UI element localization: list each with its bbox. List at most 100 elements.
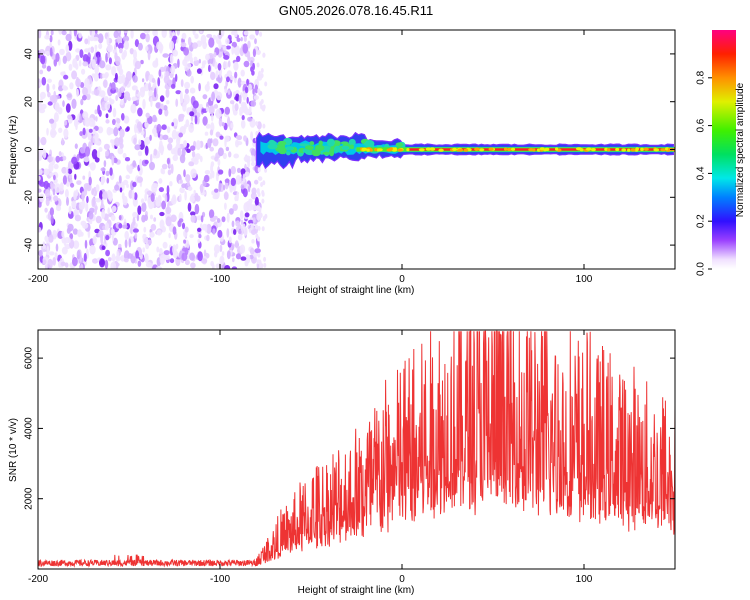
noise-blob <box>61 246 68 255</box>
noise-blob <box>189 234 194 239</box>
noise-blob <box>255 131 259 136</box>
noise-blob <box>160 145 164 156</box>
noise-blob <box>62 175 67 185</box>
noise-blob <box>252 48 256 58</box>
colorbar-ticks: 0.0 0.2 0.4 0.6 0.8 <box>696 70 712 276</box>
noise-blob <box>165 216 172 227</box>
noise-blob <box>61 30 67 36</box>
snr-trace <box>38 330 675 568</box>
noise-blob <box>145 73 149 82</box>
y-tick-label: -40 <box>24 237 35 252</box>
noise-blob <box>149 134 152 141</box>
signal-speckle <box>488 147 494 151</box>
noise-blob <box>137 107 143 117</box>
noise-blob <box>104 259 109 269</box>
noise-blob <box>262 106 266 112</box>
noise-blob <box>225 45 231 50</box>
noise-blob <box>105 113 109 119</box>
noise-blob <box>38 150 43 160</box>
noise-blob <box>199 30 203 34</box>
noise-blob <box>158 187 164 193</box>
noise-blob <box>208 209 215 219</box>
noise-blob <box>84 117 91 127</box>
noise-blob <box>71 156 78 165</box>
noise-blob <box>184 226 189 233</box>
noise-blob <box>164 84 169 90</box>
noise-blob <box>237 77 242 88</box>
noise-blob <box>38 49 46 56</box>
noise-blob <box>147 115 153 125</box>
noise-blob <box>217 32 223 40</box>
noise-blob <box>260 73 264 79</box>
noise-blob <box>87 47 92 53</box>
noise-blob <box>82 111 89 120</box>
noise-blob <box>38 188 42 193</box>
noise-blob <box>175 90 182 95</box>
noise-blob <box>39 81 42 87</box>
noise-blob <box>205 53 210 61</box>
noise-blob <box>193 189 196 195</box>
signal-speckle <box>615 147 620 152</box>
noise-blob <box>81 68 86 75</box>
noise-blob <box>235 253 242 260</box>
noise-blob <box>121 113 125 121</box>
noise-blob <box>118 243 122 248</box>
noise-blob <box>243 60 250 68</box>
noise-blob <box>68 174 73 179</box>
noise-blob <box>224 88 228 94</box>
noise-blob <box>232 102 235 113</box>
noise-blob <box>163 250 170 256</box>
noise-blob <box>48 251 55 256</box>
noise-blob <box>152 127 157 135</box>
signal-speckle <box>366 148 371 152</box>
noise-blob <box>150 96 153 108</box>
noise-blob <box>47 91 51 98</box>
noise-blob <box>75 189 79 197</box>
noise-blob <box>47 155 53 163</box>
noise-blob <box>141 78 145 83</box>
x-tick-label: -200 <box>28 274 48 285</box>
x-tick-label: 0 <box>399 274 405 285</box>
noise-blob <box>50 30 54 36</box>
noise-blob <box>39 193 45 203</box>
noise-blob <box>159 254 165 265</box>
noise-blob <box>100 167 106 172</box>
noise-blob <box>53 195 59 202</box>
noise-blob <box>69 82 74 90</box>
noise-blob <box>62 155 67 161</box>
signal-blob <box>395 142 403 148</box>
noise-blob <box>132 75 138 83</box>
spectrogram-x-label: Height of straight line (km) <box>298 285 415 296</box>
noise-blob <box>76 154 80 162</box>
noise-blob <box>143 226 147 233</box>
noise-blob <box>135 250 140 259</box>
noise-blob <box>122 152 127 159</box>
noise-blob <box>145 33 150 43</box>
noise-blob <box>230 166 236 175</box>
noise-blob <box>240 119 246 129</box>
noise-blob <box>98 147 103 152</box>
noise-blob <box>126 184 129 188</box>
noise-blob <box>52 188 56 196</box>
noise-blob <box>151 77 156 83</box>
noise-blob <box>200 215 204 223</box>
noise-blob <box>240 219 244 226</box>
noise-blob <box>97 33 104 44</box>
noise-blob <box>75 48 81 53</box>
signal-speckle <box>457 148 464 152</box>
noise-blob <box>134 60 142 70</box>
noise-blob <box>235 89 240 95</box>
noise-blob <box>250 204 258 211</box>
noise-blob <box>79 131 83 137</box>
noise-blob <box>38 108 46 114</box>
noise-blob <box>147 50 151 61</box>
noise-blob <box>155 266 163 269</box>
noise-blob <box>149 231 155 238</box>
noise-blob <box>122 179 129 186</box>
noise-blob <box>211 91 216 102</box>
noise-blob <box>262 123 266 129</box>
signal-blob <box>267 143 278 150</box>
noise-blob <box>118 223 123 229</box>
noise-blob <box>39 254 44 263</box>
